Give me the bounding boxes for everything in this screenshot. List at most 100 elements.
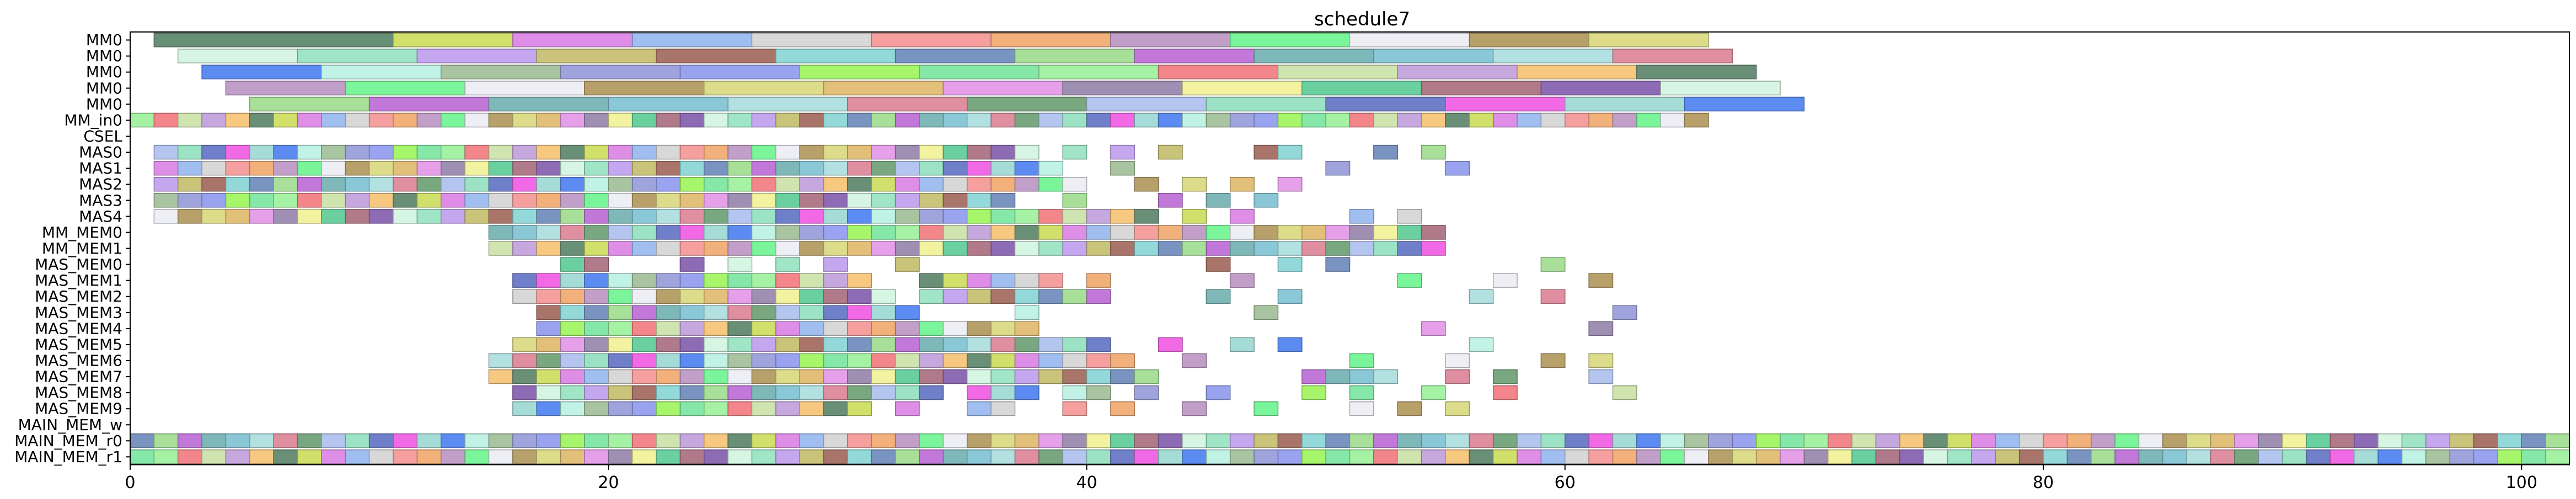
gantt-bar — [1349, 209, 1374, 224]
gantt-bar — [1134, 433, 1159, 448]
gantt-bar — [464, 193, 490, 208]
gantt-bar — [2473, 433, 2498, 448]
gantt-bar — [1325, 433, 1351, 448]
gantt-bar — [2258, 433, 2283, 448]
gantt-bar — [966, 160, 992, 176]
gantt-bar — [440, 160, 465, 176]
gantt-bar — [2186, 449, 2211, 464]
gantt-bar — [679, 273, 705, 288]
gantt-bar — [1158, 144, 1183, 160]
gantt-bar — [297, 49, 418, 63]
gantt-bar — [1182, 401, 1207, 416]
gantt-bar — [1349, 112, 1374, 128]
gantt-bar — [560, 225, 585, 240]
gantt-bar — [1349, 33, 1470, 47]
gantt-bar — [775, 241, 800, 256]
gantt-bar — [1062, 385, 1088, 400]
gantt-bar — [703, 337, 729, 352]
gantt-bar — [2329, 433, 2355, 448]
gantt-bar — [584, 193, 609, 208]
gantt-bar — [536, 449, 561, 464]
gantt-bar — [703, 81, 824, 96]
gantt-bar — [799, 225, 824, 240]
gantt-bar — [1565, 112, 1589, 128]
gantt-bar — [990, 289, 1016, 304]
gantt-bar — [703, 433, 729, 448]
gantt-bar — [1182, 449, 1207, 464]
gantt-bar — [1803, 433, 1829, 448]
gantt-bar — [1612, 112, 1637, 128]
gantt-bar — [631, 160, 657, 176]
gantt-bar — [799, 353, 824, 368]
gantt-bar — [1684, 433, 1709, 448]
gantt-bar — [2425, 449, 2450, 464]
gantt-bar — [751, 353, 776, 368]
gantt-bar — [823, 176, 848, 192]
gantt-bar — [990, 144, 1016, 160]
gantt-bar — [871, 337, 896, 352]
gantt-bar — [345, 209, 370, 224]
gantt-bar — [895, 176, 920, 192]
gantt-bar — [895, 305, 920, 320]
gantt-bar — [1254, 401, 1279, 416]
gantt-bar — [2401, 449, 2427, 464]
gantt-bar — [1086, 225, 1111, 240]
gantt-bar — [608, 385, 633, 400]
gantt-bar — [608, 401, 633, 416]
gantt-bar — [1445, 96, 1566, 112]
gantt-bar — [919, 176, 944, 192]
gantt-bar — [1469, 449, 1494, 464]
axes-frame — [130, 31, 2570, 465]
gantt-bar — [727, 449, 753, 464]
gantt-bar — [871, 225, 896, 240]
gantt-bar — [1110, 160, 1135, 176]
gantt-bar — [1038, 241, 1063, 256]
gantt-bar — [1277, 449, 1303, 464]
gantt-bar — [1732, 449, 1757, 464]
gantt-bar — [919, 337, 944, 352]
gantt-bar — [416, 449, 442, 464]
gantt-bar — [1540, 112, 1566, 128]
gantt-bar — [1014, 112, 1040, 128]
gantt-bar — [799, 193, 824, 208]
gantt-bar — [751, 369, 776, 384]
gantt-bar — [1206, 112, 1231, 128]
gantt-bar — [1206, 193, 1231, 208]
gantt-bar — [847, 209, 872, 224]
gantt-bar — [1540, 81, 1661, 96]
gantt-bar — [1229, 112, 1255, 128]
gantt-bar — [631, 321, 657, 336]
gantt-bar — [345, 112, 370, 128]
gantt-bar — [560, 241, 585, 256]
gantt-bar — [895, 433, 920, 448]
gantt-bar — [536, 209, 561, 224]
gantt-bar — [942, 193, 968, 208]
gantt-bar — [871, 385, 896, 400]
gantt-bar — [368, 160, 394, 176]
gantt-bar — [2162, 449, 2187, 464]
gantt-bar — [990, 33, 1111, 47]
gantt-bar — [1588, 33, 1709, 47]
gantt-bar — [990, 353, 1016, 368]
gantt-bar — [751, 273, 776, 288]
gantt-bar — [1828, 433, 1852, 448]
gantt-bar — [1373, 144, 1398, 160]
gantt-bar — [966, 225, 992, 240]
gantt-bar — [225, 176, 250, 192]
gantt-bar — [1660, 433, 1685, 448]
gantt-bar — [942, 321, 968, 336]
gantt-bar — [1612, 385, 1637, 400]
gantt-bar — [727, 209, 753, 224]
gantt-bar — [1086, 112, 1111, 128]
gantt-bar — [177, 144, 202, 160]
gantt-bar — [1062, 353, 1088, 368]
gantt-bar — [703, 209, 729, 224]
gantt-bar — [608, 337, 633, 352]
gantt-bar — [631, 241, 657, 256]
row-label: MAS_MEM6 — [35, 352, 122, 370]
gantt-bar — [1492, 449, 1518, 464]
gantt-bar — [1014, 160, 1040, 176]
gantt-bar — [512, 112, 537, 128]
gantt-bar — [751, 241, 776, 256]
gantt-bar — [1469, 289, 1494, 304]
